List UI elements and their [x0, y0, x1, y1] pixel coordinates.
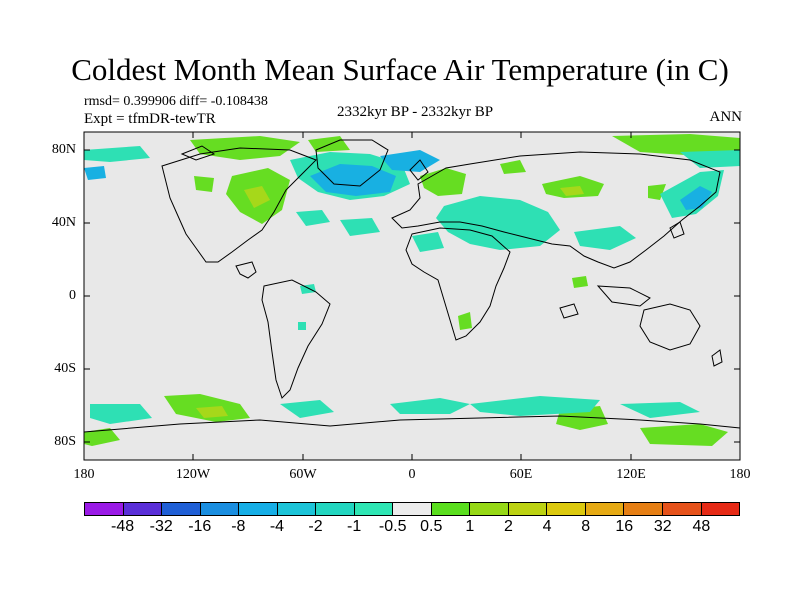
colorbar-label: 8	[581, 518, 591, 535]
colorbar-swatch	[470, 503, 509, 515]
colorbar-label: 32	[653, 518, 672, 535]
colorbar-swatch	[547, 503, 586, 515]
colorbar-swatch	[277, 503, 317, 515]
lon-label-0: 0	[408, 467, 416, 482]
colorbar-label: 4	[542, 518, 552, 535]
colorbar-swatch	[624, 503, 663, 515]
colorbar-label: 1	[465, 518, 475, 535]
lat-label-40s: 40S	[54, 361, 76, 376]
colorbar-label: -16	[188, 518, 212, 535]
colorbar-label: -32	[149, 518, 173, 535]
rmsd-diff-stats: rmsd= 0.399906 diff= -0.108438	[84, 94, 268, 109]
strong-negative-patches	[84, 150, 712, 210]
colorbar-swatch	[162, 503, 201, 515]
lat-label-0: 0	[69, 288, 76, 303]
colorbar-swatch	[239, 503, 278, 515]
colorbar-label: -48	[111, 518, 135, 535]
colorbar-swatch	[701, 503, 740, 515]
colorbar-label: 0.5	[420, 518, 443, 535]
colorbar-swatch	[316, 503, 355, 515]
colorbar-swatch	[85, 503, 124, 515]
colorbar-swatch	[200, 503, 240, 515]
axis-ticks	[84, 132, 740, 460]
lat-label-80s: 80S	[54, 434, 76, 449]
colorbar-label: 48	[692, 518, 711, 535]
colorbar-label: 2	[504, 518, 513, 535]
colorbar-swatch	[431, 503, 471, 515]
colorbar-swatch	[123, 503, 163, 515]
colorbar-swatch	[585, 503, 625, 515]
lat-label-80n: 80N	[51, 142, 76, 157]
colorbar-label: -0.5	[378, 518, 407, 535]
colorbar-swatch	[508, 503, 548, 515]
coastlines	[83, 139, 741, 433]
lon-label-60e: 60E	[509, 467, 533, 482]
colorbar-swatch	[354, 503, 394, 515]
lon-label-180w: 180	[73, 467, 95, 482]
season-label: ANN	[709, 109, 743, 125]
experiment-label: Expt = tfmDR-tewTR	[84, 111, 216, 127]
colorbar-swatch	[662, 503, 702, 515]
colorbar-label: -4	[269, 518, 285, 535]
colorbar-label: -2	[308, 518, 323, 535]
colorbar-label: -8	[231, 518, 246, 535]
period-label: 2332kyr BP - 2332kyr BP	[336, 104, 494, 120]
weak-positive-patches	[196, 186, 584, 418]
map-title: Coldest Month Mean Surface Air Temperatu…	[71, 52, 729, 87]
lon-label-60w: 60W	[289, 467, 317, 482]
lon-label-180e: 180	[729, 467, 751, 482]
colorbar-label: 16	[615, 518, 634, 535]
colorbar-swatch	[393, 503, 432, 515]
lat-label-40n: 40N	[51, 215, 76, 230]
lon-label-120w: 120W	[175, 467, 211, 482]
colorbar	[84, 502, 740, 516]
lon-label-120e: 120E	[616, 467, 646, 482]
colorbar-label: -1	[346, 518, 362, 535]
